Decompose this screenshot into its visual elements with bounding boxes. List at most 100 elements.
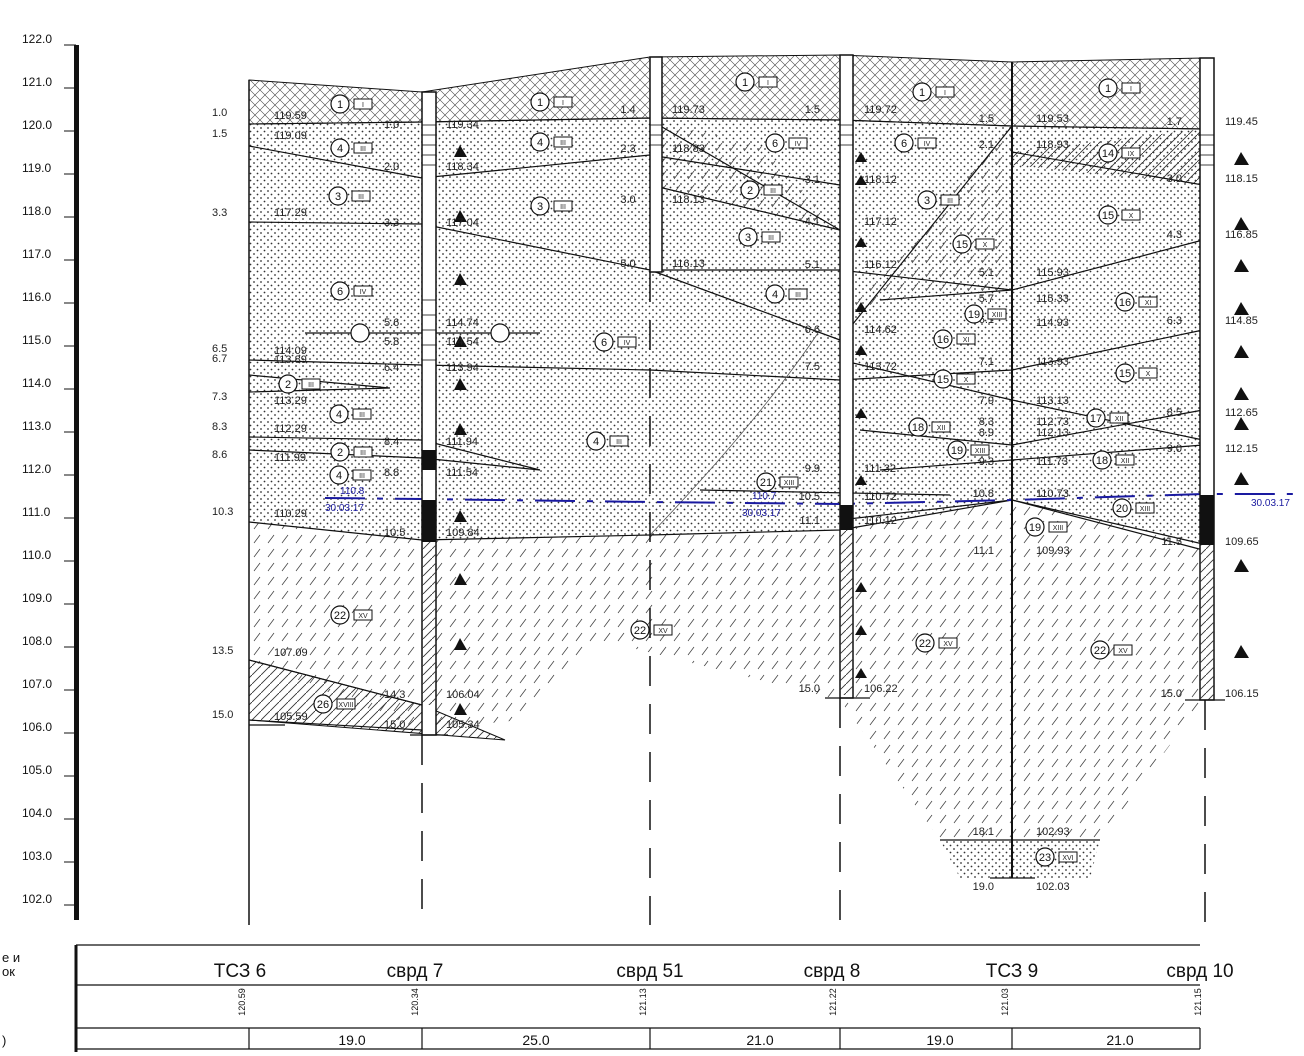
ige-number: 3 [537, 201, 543, 213]
elevation-label: 113.94 [446, 362, 479, 374]
layer-label: 7.1 [979, 356, 994, 368]
layer-label: 112.73 [1036, 416, 1069, 428]
ige-number: 3 [745, 232, 751, 244]
axis-tick-label: 122.0 [22, 32, 52, 46]
layer-label: 6.6 [805, 324, 820, 336]
ige-number: 4 [337, 143, 343, 155]
ige-number: 18 [912, 422, 924, 434]
layer-label: 114.85 [1225, 315, 1258, 327]
well-elevation: 121.15 [1193, 988, 1203, 1016]
ige-roman: III [360, 146, 366, 153]
ige-label: 15 X [952, 234, 995, 254]
sand-pocket [940, 840, 1100, 878]
ige-label: 19 XIII [947, 440, 990, 460]
ige-roman: X [1129, 213, 1134, 220]
ige-label: 22 XV [915, 633, 958, 653]
ige-roman: IV [924, 141, 931, 148]
ige-roman: IV [624, 340, 631, 347]
ige-roman: XVI [1062, 855, 1073, 862]
ige-label [490, 323, 510, 343]
ige-label: 3 III [738, 227, 781, 247]
layer-label: 1.4 [620, 104, 635, 116]
ige-roman: I [362, 102, 364, 109]
ige-number: 21 [760, 477, 772, 489]
ige-label: 2 III [278, 374, 321, 394]
layer-label: 113.13 [1036, 395, 1069, 407]
ige-roman: III [770, 188, 776, 195]
elevation-label: 105.59 [274, 711, 308, 723]
ige-roman: XV [943, 641, 953, 648]
well-name: сврд 8 [804, 961, 861, 982]
ige-label: 6 IV [330, 281, 373, 301]
depth-label: 8.3 [212, 421, 227, 433]
layer-label: 109.93 [1036, 545, 1070, 557]
ige-number: 4 [537, 137, 543, 149]
ige-label: 15 X [1098, 205, 1141, 225]
layer-label: 6.3 [1167, 315, 1182, 327]
loam-layer [249, 500, 1203, 840]
ige-number: 22 [634, 625, 646, 637]
ige-number: 15 [1102, 210, 1114, 222]
ige-label: 3 III [328, 186, 371, 206]
layer-label: 112.13 [1036, 427, 1069, 439]
well-columns [248, 54, 1225, 925]
layer-label: 3.0 [1167, 173, 1182, 185]
layer-label: 119.45 [1225, 116, 1258, 128]
layer-label: 1.7 [1167, 116, 1182, 128]
ige-roman: XV [1118, 648, 1128, 655]
distance-value: 19.0 [338, 1032, 365, 1048]
well-elevation: 120.59 [237, 988, 247, 1016]
ige-number: 18 [1096, 455, 1108, 467]
layer-label: 106.22 [864, 683, 898, 695]
ige-roman: X [964, 377, 969, 384]
depth-label: 1.5 [212, 128, 227, 140]
layer-label: 11.1 [799, 515, 820, 527]
layer-label: 5.1 [805, 259, 820, 271]
gw-date-1: 30.03.17 [325, 503, 364, 514]
well-elevation: 120.34 [410, 988, 420, 1016]
layer-label: 15.0 [799, 683, 820, 695]
elevation-axis: 122.0 121.0 120.0 119.0 118.0 117.0 116.0 115.0… [22, 32, 79, 920]
layer-label: 116.13 [672, 258, 705, 270]
layer-label: 118.15 [1225, 173, 1258, 185]
ige-number: 22 [919, 638, 931, 650]
layer-label: 1.5 [805, 104, 820, 116]
axis-tick-label: 107.0 [22, 677, 52, 691]
layer-label: 5.1 [979, 267, 994, 279]
ige-roman: XIII [992, 312, 1003, 319]
ige-number: 6 [772, 138, 778, 150]
ige-roman: I [562, 100, 564, 107]
layer-label: 110.12 [864, 515, 897, 527]
ige-number: 23 [1039, 852, 1051, 864]
layer-label: 102.93 [1036, 826, 1070, 838]
layer-label: 18.1 [973, 826, 994, 838]
elevation-label: 109.84 [446, 527, 480, 539]
ige-number: 1 [742, 77, 748, 89]
elevation-label: 119.34 [446, 119, 479, 131]
layer-label: 119.72 [864, 104, 897, 116]
ige-label: 3 III [917, 190, 960, 210]
ige-number: 4 [772, 289, 778, 301]
layer-label: 119.53 [1036, 113, 1069, 125]
ige-roman: III [560, 204, 566, 211]
layer-label: 3.1 [805, 174, 820, 186]
ige-label: 21 XIII [756, 472, 799, 492]
ige-roman: I [944, 90, 946, 97]
sample-markers [454, 145, 1249, 715]
ige-label: 15 X [1115, 363, 1158, 383]
ige-number: 19 [1029, 522, 1041, 534]
depth-label: 8.8 [384, 467, 399, 479]
ige-number: 15 [937, 374, 949, 386]
layer-label: 10.5 [799, 491, 820, 503]
ige-roman: III [359, 412, 365, 419]
depth-label: 6.5 [212, 343, 227, 355]
ige-label: 15 X [933, 369, 976, 389]
layer-label: 3.0 [620, 194, 635, 206]
elevation-label: 111.94 [446, 436, 478, 448]
depth-label: 6.7 [212, 353, 227, 365]
ige-number: 1 [537, 97, 543, 109]
elevation-label: 105.34 [446, 719, 480, 731]
